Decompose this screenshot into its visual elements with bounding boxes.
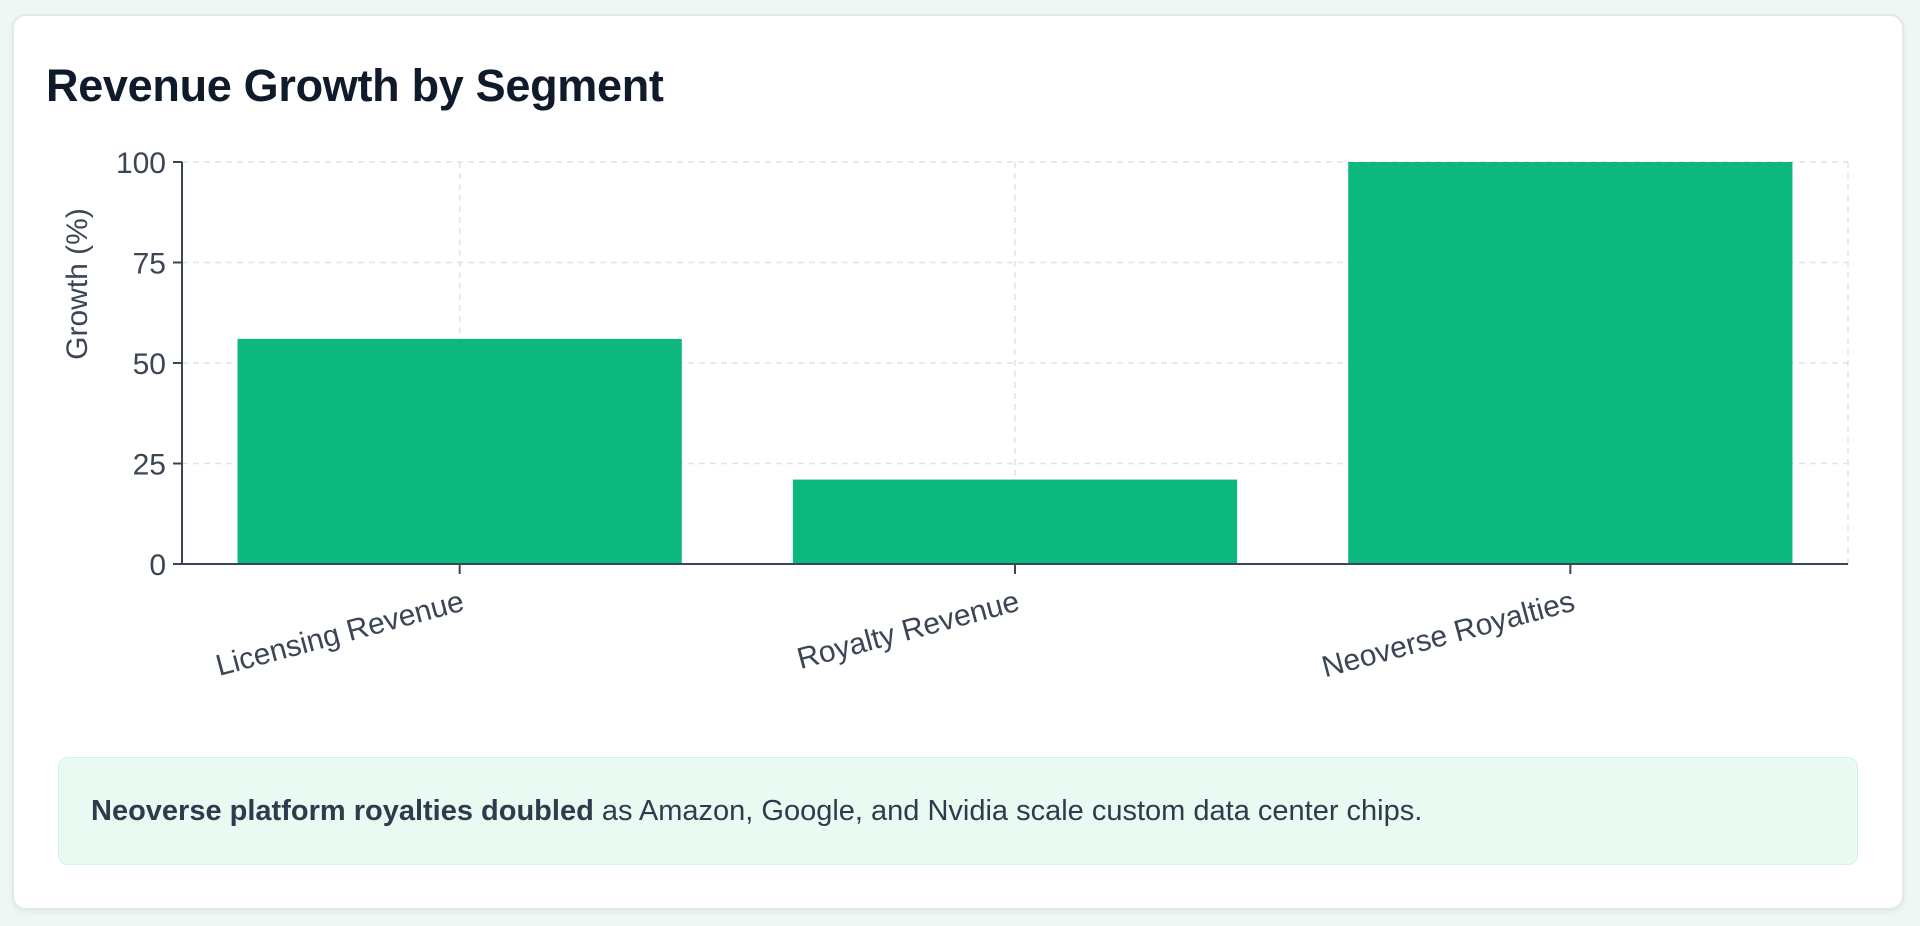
insight-callout: Neoverse platform royalties doubled as A… [58, 757, 1858, 865]
bar [1348, 162, 1793, 564]
y-tick-label: 0 [149, 549, 166, 582]
bar [792, 479, 1238, 564]
callout-text: as Amazon, Google, and Nvidia scale cust… [601, 794, 1423, 827]
x-tick-label: Neoverse Royalties [1318, 585, 1578, 684]
y-tick-label: 100 [116, 147, 166, 180]
y-axis-label: Growth (%) [61, 208, 94, 360]
axes [173, 161, 1848, 574]
callout-highlight: Neoverse platform royalties doubled [91, 794, 594, 827]
bars [237, 162, 1793, 564]
x-tick-label: Royalty Revenue [794, 585, 1023, 676]
chart-title: Revenue Growth by Segment [46, 60, 664, 111]
y-tick-label: 75 [133, 248, 166, 281]
bar [237, 338, 682, 564]
y-tick-label: 50 [133, 348, 166, 381]
x-tick-label: Licensing Revenue [212, 585, 467, 683]
y-tick-label: 25 [133, 449, 166, 482]
